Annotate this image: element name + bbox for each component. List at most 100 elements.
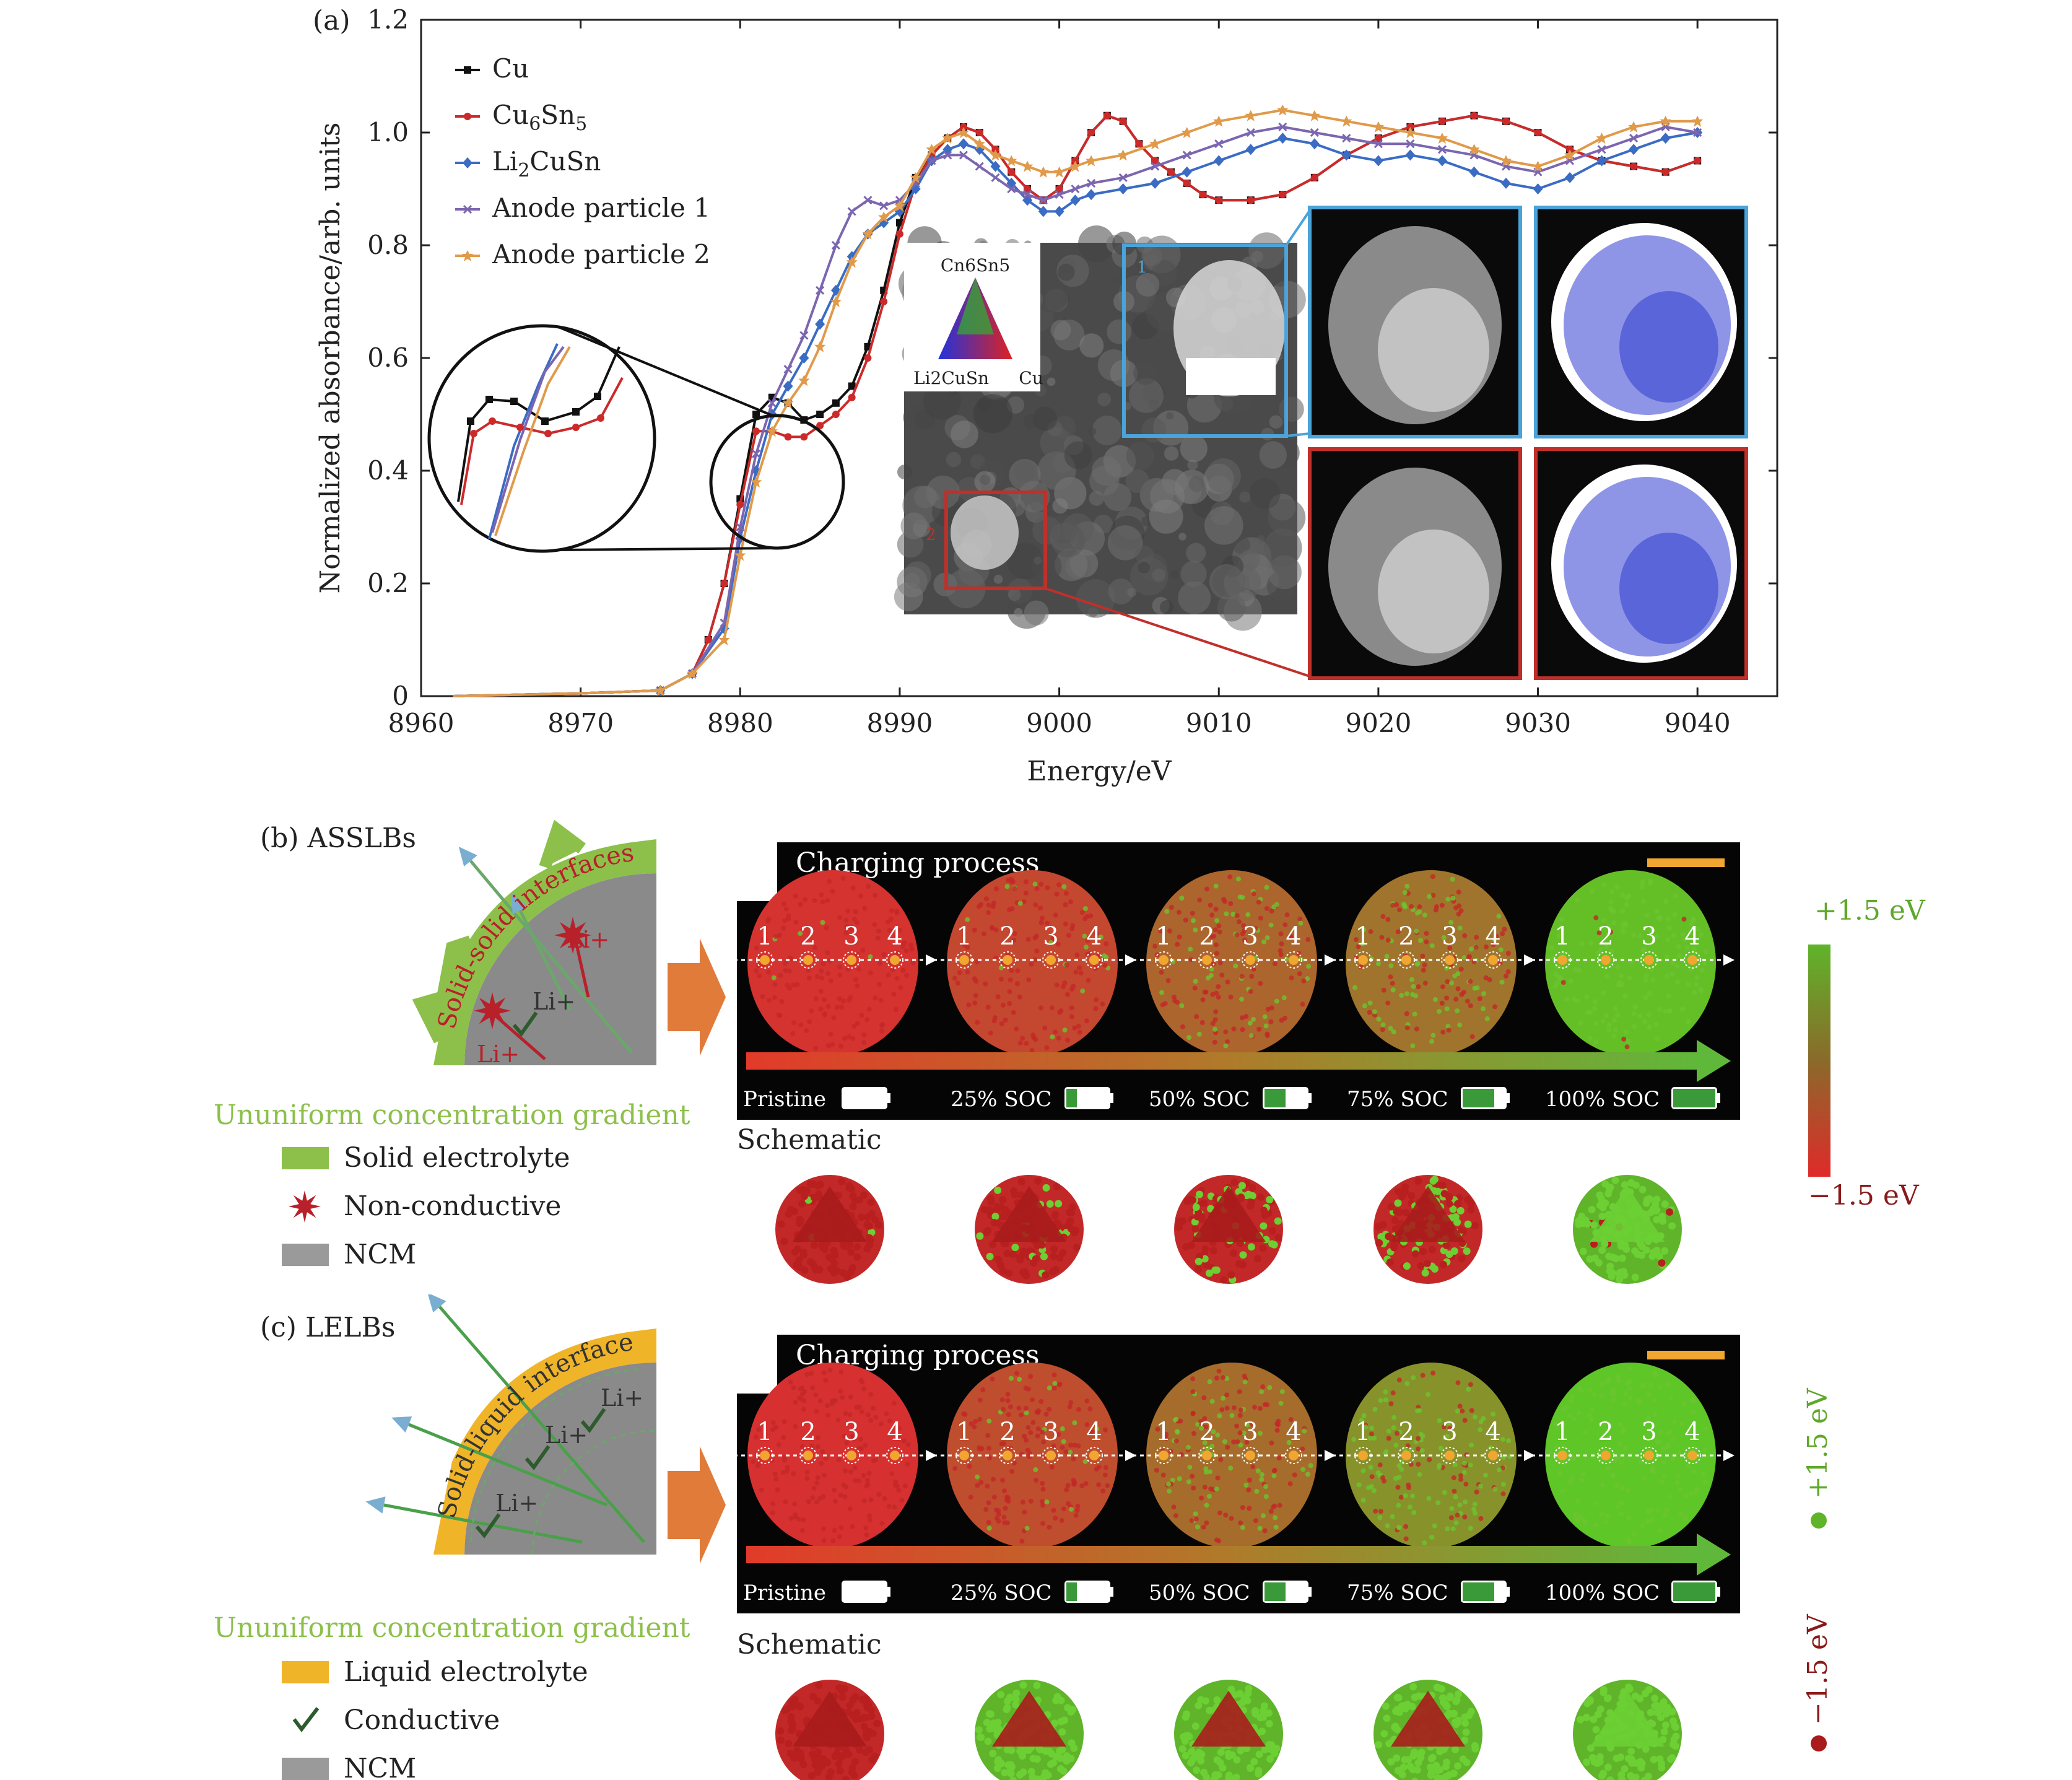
particle-speckle — [865, 884, 871, 889]
particle-speckle — [1231, 1405, 1237, 1411]
particle-speckle — [1578, 1477, 1584, 1483]
sphere-atom — [1672, 1732, 1680, 1740]
sphere-atom — [1666, 1208, 1674, 1216]
particle-speckle — [1559, 1423, 1565, 1428]
sem-texture — [1257, 534, 1265, 543]
sphere-atom — [1419, 1247, 1427, 1255]
probe-ring — [843, 1447, 860, 1464]
x-tick-label: 8990 — [866, 708, 933, 738]
sphere-atom — [1650, 1755, 1658, 1763]
sphere-atom — [860, 1191, 868, 1199]
particle-speckle — [1699, 932, 1704, 938]
sphere-atom — [976, 1232, 984, 1240]
marker — [1374, 134, 1382, 142]
probe-number: 2 — [1598, 1418, 1613, 1446]
particle-speckle — [1018, 1412, 1024, 1418]
particle-speckle — [1450, 1526, 1456, 1532]
sphere-atom — [1050, 1245, 1058, 1253]
particle-speckle — [1224, 1039, 1230, 1044]
particle-speckle — [1227, 874, 1233, 879]
particle-speckle — [1009, 1469, 1015, 1475]
particle-speckle — [1547, 1450, 1553, 1455]
sem-texture — [1064, 441, 1092, 469]
particle-speckle — [1012, 931, 1017, 936]
particle-speckle — [1068, 1400, 1074, 1405]
battery-body — [842, 1087, 887, 1109]
particle-speckle — [1268, 1509, 1274, 1514]
sphere-atom — [1380, 1730, 1388, 1738]
particle-speckle — [965, 969, 970, 975]
sphere-atom — [1213, 1696, 1221, 1704]
marker — [815, 318, 825, 330]
sphere-core — [793, 1186, 867, 1242]
particle-speckle — [1385, 917, 1391, 922]
particle-speckle — [821, 997, 827, 1003]
sphere-atom — [1193, 1213, 1201, 1221]
particle-speckle — [1671, 1419, 1677, 1424]
particle-speckle — [1462, 1514, 1468, 1520]
particle-speckle — [793, 919, 799, 925]
sphere-atom — [1461, 1719, 1469, 1727]
schematic-sphere-1 — [975, 1680, 1084, 1780]
particle-speckle — [1016, 1405, 1022, 1411]
probe-number: 1 — [956, 1418, 972, 1446]
particle-speckle — [1647, 1024, 1652, 1030]
particle-speckle — [1072, 1420, 1077, 1426]
particle-speckle — [1401, 940, 1407, 945]
particle-speckle — [1225, 1444, 1230, 1450]
zoom-line — [1286, 432, 1310, 437]
particle-speckle — [1497, 1467, 1502, 1473]
sem-texture — [1127, 587, 1137, 597]
probe-number: 3 — [1043, 1418, 1058, 1446]
particle-speckle — [1058, 1008, 1064, 1013]
particle-speckle — [1368, 1436, 1373, 1441]
particle-speckle — [1391, 1415, 1397, 1420]
particle-speckle — [1011, 1010, 1016, 1015]
particle-speckle — [1273, 1515, 1278, 1520]
sem-texture — [1077, 225, 1115, 263]
particle-speckle — [1174, 1429, 1180, 1434]
particle-speckle — [1217, 960, 1223, 966]
legend-text-part: CuSn — [529, 146, 601, 177]
particle-speckle — [1416, 1462, 1421, 1467]
particle-speckle — [1100, 1001, 1105, 1007]
dotted-arc — [469, 1368, 645, 1543]
particle-speckle — [1269, 1005, 1274, 1011]
particle-speckle — [1048, 940, 1054, 945]
particle-speckle — [823, 1455, 829, 1461]
particle-speckle — [1601, 918, 1606, 923]
particle-speckle — [1296, 951, 1302, 956]
particle-speckle — [1601, 882, 1606, 888]
probe-point — [890, 1451, 900, 1460]
particle-speckle — [1076, 1407, 1081, 1412]
particle-speckle — [804, 1028, 809, 1034]
marker — [910, 172, 921, 183]
sphere-atom — [1248, 1184, 1256, 1192]
particle-speckle — [1049, 1005, 1055, 1011]
sem-texture — [1126, 442, 1154, 470]
sphere-atom — [1235, 1260, 1243, 1268]
probe-point — [760, 955, 770, 965]
particle-speckle — [1577, 1514, 1583, 1519]
particle-speckle — [1218, 1457, 1224, 1462]
marker — [879, 201, 889, 211]
particle-speckle — [866, 1513, 872, 1519]
marker — [1501, 177, 1511, 189]
particle-speckle — [1083, 945, 1089, 950]
series-line — [453, 114, 1698, 697]
particle-speckle — [1209, 1398, 1215, 1404]
particle-speckle — [1488, 1445, 1494, 1451]
particle-speckle — [798, 1022, 804, 1027]
particle-speckle — [1034, 1478, 1039, 1483]
probe-number: 4 — [887, 1418, 902, 1446]
particle-speckle — [1049, 1464, 1055, 1470]
particle-speckle — [1039, 1499, 1045, 1504]
sphere-atom — [1187, 1241, 1195, 1249]
particle-speckle — [1432, 997, 1438, 1002]
probe-ring — [843, 951, 860, 969]
particle-speckle — [1213, 1009, 1219, 1014]
sphere-atom — [1255, 1770, 1263, 1778]
particle-speckle — [1626, 1540, 1632, 1545]
probe-ring — [886, 1447, 903, 1464]
particle-speckle — [1460, 1408, 1465, 1414]
